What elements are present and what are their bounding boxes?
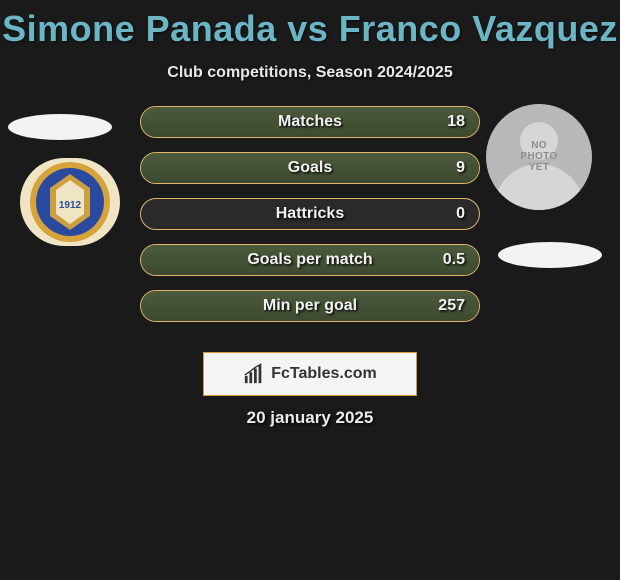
stat-row: Matches 18 xyxy=(140,106,480,138)
player1-placeholder-ellipse xyxy=(8,114,112,140)
watermark: FcTables.com xyxy=(203,352,417,396)
chart-icon xyxy=(243,363,265,385)
stat-value: 0.5 xyxy=(443,245,465,275)
player2-avatar-placeholder: NO PHOTO YET xyxy=(486,104,592,210)
avatar-placeholder-text: NO PHOTO YET xyxy=(521,140,558,173)
stat-row: Goals 9 xyxy=(140,152,480,184)
stat-label: Min per goal xyxy=(141,291,479,321)
stat-label: Goals per match xyxy=(141,245,479,275)
subtitle: Club competitions, Season 2024/2025 xyxy=(0,64,620,82)
player2-placeholder-ellipse xyxy=(498,242,602,268)
page-title: Simone Panada vs Franco Vazquez xyxy=(0,0,620,50)
stat-row: Goals per match 0.5 xyxy=(140,244,480,276)
stat-value: 257 xyxy=(438,291,465,321)
stat-label: Goals xyxy=(141,153,479,183)
stat-value: 0 xyxy=(456,199,465,229)
svg-text:1912: 1912 xyxy=(59,200,82,211)
stat-label: Hattricks xyxy=(141,199,479,229)
stat-label: Matches xyxy=(141,107,479,137)
avatar-text-line: YET xyxy=(521,162,558,173)
stat-row: Hattricks 0 xyxy=(140,198,480,230)
stat-value: 9 xyxy=(456,153,465,183)
player1-club-badge: 1912 xyxy=(20,158,120,246)
watermark-text: FcTables.com xyxy=(271,365,377,383)
stat-value: 18 xyxy=(447,107,465,137)
stats-list: Matches 18 Goals 9 Hattricks 0 Goals per… xyxy=(140,106,480,336)
stat-row: Min per goal 257 xyxy=(140,290,480,322)
snapshot-date: 20 january 2025 xyxy=(0,408,620,428)
avatar-text-line: NO xyxy=(521,140,558,151)
club-crest-icon: 1912 xyxy=(20,158,120,246)
avatar-text-line: PHOTO xyxy=(521,151,558,162)
